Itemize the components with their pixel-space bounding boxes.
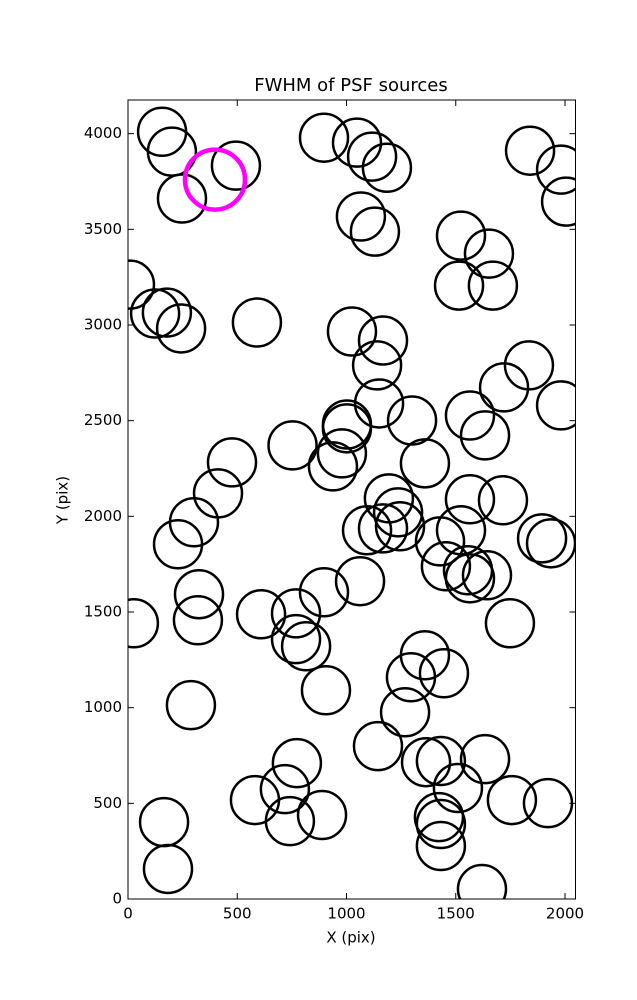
source-circle (267, 420, 318, 471)
y-tick-label: 2000 (84, 507, 122, 525)
source-circle (280, 621, 332, 672)
source-circle (346, 131, 398, 182)
source-circle (415, 820, 467, 872)
y-tick-label: 3500 (84, 220, 122, 238)
source-circle (357, 315, 409, 366)
source-circle (374, 501, 426, 552)
plot-area (128, 106, 576, 899)
source-circle (349, 206, 401, 257)
y-tick-label: 2500 (84, 411, 122, 429)
y-tick-label: 0 (112, 890, 122, 908)
source-circle (415, 735, 467, 787)
y-axis-label: Y (pix) (54, 476, 72, 525)
source-circle (467, 260, 519, 311)
source-circle (353, 378, 405, 429)
source-circle (540, 176, 576, 227)
x-tick-label: 2000 (546, 905, 584, 923)
x-tick-label: 1000 (327, 905, 365, 923)
source-circle (435, 210, 487, 261)
source-circle (361, 142, 413, 193)
source-circle (316, 428, 368, 479)
source-circle (463, 228, 515, 279)
source-circle (335, 191, 387, 242)
x-tick-label: 0 (123, 905, 133, 923)
source-circle (477, 475, 529, 526)
y-tick-label: 4000 (84, 124, 122, 142)
source-circle (264, 795, 316, 847)
source-circle (128, 598, 160, 649)
source-circle (535, 380, 576, 431)
source-circle (444, 474, 496, 525)
source-circle (259, 763, 311, 815)
source-circle (486, 774, 538, 826)
source-circle (235, 589, 287, 640)
source-circle (270, 613, 322, 665)
source-circle (156, 173, 208, 224)
source-circle (399, 438, 451, 489)
source-circle (298, 112, 350, 163)
source-circle (331, 117, 383, 168)
source-circle (504, 125, 556, 176)
source-circle (459, 410, 511, 461)
source-circle (307, 441, 359, 492)
source-circle (379, 687, 431, 738)
source-circle (444, 390, 496, 441)
source-circle (433, 260, 485, 311)
source-circle (478, 362, 530, 413)
source-circle (372, 487, 424, 538)
source-circle (357, 503, 409, 554)
source-circle (415, 798, 467, 850)
source-circle (155, 303, 207, 354)
source-circle (418, 647, 470, 699)
source-circle (535, 144, 576, 195)
source-circle (271, 737, 323, 789)
source-circle (142, 843, 194, 895)
source-circle (165, 679, 217, 731)
x-tick-label: 500 (223, 905, 252, 923)
source-circle (459, 733, 511, 785)
x-axis-label: X (pix) (326, 929, 375, 947)
source-circle (414, 516, 466, 567)
source-circle (152, 519, 204, 570)
source-circle (461, 550, 513, 601)
source-circle (432, 762, 484, 814)
source-circle (270, 588, 322, 639)
source-circle (351, 340, 403, 391)
y-tick-label: 1500 (84, 603, 122, 621)
axes-frame (127, 99, 576, 900)
source-circle (400, 736, 452, 788)
source-circle (444, 553, 496, 604)
source-circle (231, 297, 283, 348)
source-circle (385, 651, 437, 703)
source-circle (298, 567, 350, 618)
source-circle (128, 259, 156, 310)
source-circle (210, 140, 262, 191)
source-circle (321, 403, 373, 454)
source-circle (141, 287, 193, 338)
source-circle (129, 288, 181, 339)
y-tick-label: 1000 (84, 698, 122, 716)
highlight-circle (182, 147, 248, 212)
source-circle (352, 720, 404, 772)
source-circle (334, 555, 386, 607)
source-circle (456, 863, 508, 899)
source-circle (420, 541, 472, 592)
chart-title: FWHM of PSF sources (254, 75, 448, 96)
source-circle (300, 665, 352, 716)
source-circle (326, 306, 378, 357)
source-circle (516, 513, 568, 564)
source-circle (206, 437, 258, 488)
x-tick-label: 1500 (437, 905, 475, 923)
source-circle (296, 789, 348, 841)
source-circle (341, 505, 393, 556)
source-circle (484, 598, 536, 649)
source-circle (173, 568, 225, 620)
y-tick-label: 3000 (84, 316, 122, 334)
source-circle (172, 594, 224, 646)
y-tick-label: 500 (93, 794, 122, 812)
